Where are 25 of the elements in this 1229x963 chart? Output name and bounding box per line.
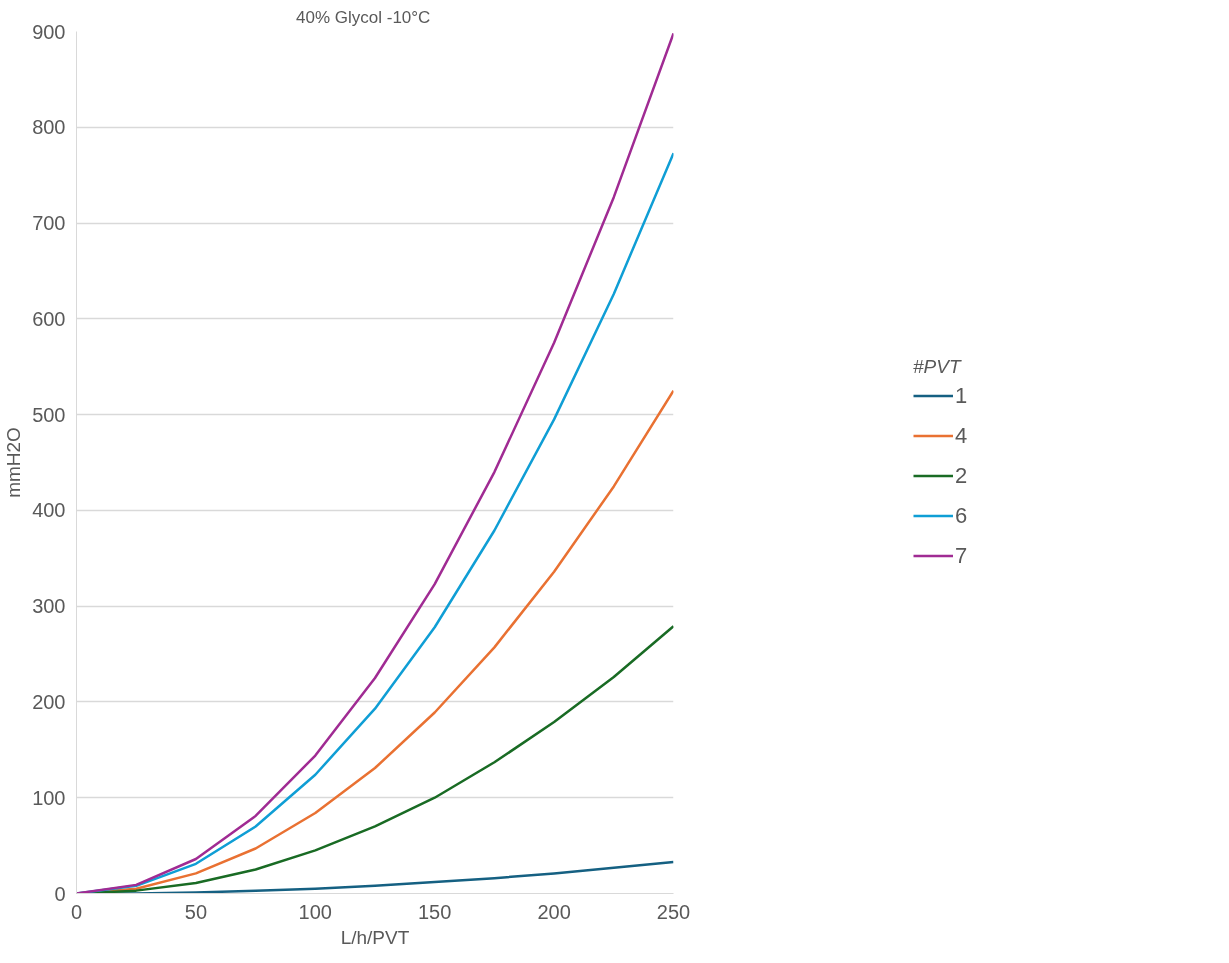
y-tick-label: 100 (32, 786, 66, 809)
legend-label: 6 (955, 502, 969, 529)
y-tick-label: 300 (32, 595, 66, 618)
y-tick-label: 900 (32, 20, 66, 43)
legend-label: 4 (955, 422, 969, 449)
x-axis-title: L/h/PVT (340, 926, 410, 948)
x-tick-label: 200 (537, 900, 571, 923)
x-tick-label: 250 (656, 900, 691, 923)
y-tick-label: 200 (32, 690, 66, 713)
x-tick-label: 150 (418, 900, 452, 923)
x-tick-label: 0 (70, 900, 83, 923)
y-tick-label: 0 (54, 882, 66, 905)
y-tick-label: 600 (32, 307, 66, 330)
y-tick-label: 500 (32, 403, 66, 426)
y-tick-label: 800 (32, 116, 66, 139)
y-tick-label: 400 (32, 499, 66, 522)
y-tick-label: 700 (32, 212, 66, 235)
x-tick-label: 50 (184, 900, 208, 923)
x-tick-label: 100 (298, 900, 332, 923)
chart-title: 40% Glycol -10°C (296, 7, 431, 27)
legend-label: 2 (955, 462, 969, 489)
legend-title: #PVT (913, 355, 963, 378)
legend-label: 1 (955, 382, 969, 409)
y-axis-title: mmH2O (3, 427, 25, 498)
legend-label: 7 (955, 542, 969, 569)
